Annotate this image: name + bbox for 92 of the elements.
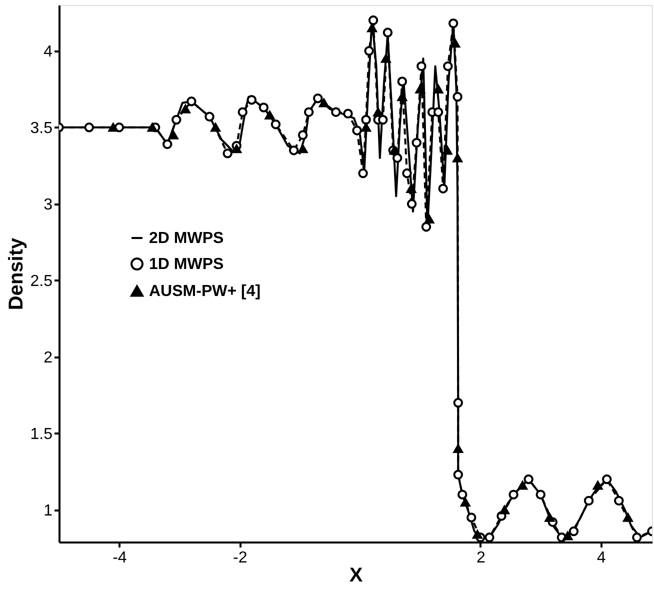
x-tick-label: 4 xyxy=(596,550,606,566)
point xyxy=(562,532,573,540)
point xyxy=(352,126,362,136)
point xyxy=(313,93,323,104)
point xyxy=(632,532,642,542)
point xyxy=(424,214,434,224)
point xyxy=(500,506,510,514)
point xyxy=(378,114,388,125)
y-tick-label: 1.5 xyxy=(30,426,53,443)
point xyxy=(319,98,329,108)
point xyxy=(402,168,412,178)
point xyxy=(381,54,391,63)
point xyxy=(168,130,178,140)
point xyxy=(433,84,444,94)
point xyxy=(382,28,393,38)
point xyxy=(222,148,232,158)
point xyxy=(172,114,182,125)
point xyxy=(270,119,281,130)
point xyxy=(438,184,448,194)
point xyxy=(108,123,118,132)
point xyxy=(614,496,624,506)
point xyxy=(584,496,594,506)
point xyxy=(518,481,528,490)
point xyxy=(186,96,196,106)
point xyxy=(358,168,368,178)
point xyxy=(364,46,374,56)
point xyxy=(368,15,378,26)
point xyxy=(264,110,275,120)
point xyxy=(258,102,269,112)
point xyxy=(443,61,453,72)
x-tick-label: -2 xyxy=(232,550,248,566)
point xyxy=(602,474,612,484)
point xyxy=(162,139,172,150)
point xyxy=(484,532,494,542)
point xyxy=(472,530,482,539)
point xyxy=(204,112,214,122)
point xyxy=(460,498,470,507)
point xyxy=(442,146,452,155)
point xyxy=(343,108,353,118)
point xyxy=(392,153,402,163)
point xyxy=(406,184,416,193)
point xyxy=(508,490,518,500)
point xyxy=(452,92,462,102)
point xyxy=(592,481,603,490)
y-tick-label: 4 xyxy=(44,43,53,60)
point xyxy=(416,61,426,72)
point xyxy=(421,222,432,232)
y-tick-label: 3 xyxy=(44,196,53,214)
x-axis-title: X xyxy=(349,564,364,586)
point xyxy=(84,122,94,132)
point xyxy=(147,123,158,132)
point xyxy=(180,104,190,114)
point xyxy=(361,123,371,132)
point xyxy=(406,199,417,209)
point xyxy=(453,398,464,408)
point xyxy=(238,107,248,117)
point xyxy=(453,444,464,454)
point xyxy=(415,84,426,94)
point xyxy=(536,490,546,500)
legend-label: AUSM-PW+ [4] xyxy=(149,283,261,300)
legend-label: 2D MWPS xyxy=(149,230,224,247)
y-tick-label: 1 xyxy=(44,502,53,520)
point xyxy=(457,490,468,500)
point xyxy=(298,130,308,140)
y-tick-label: 2 xyxy=(44,349,53,366)
point xyxy=(367,24,377,32)
point xyxy=(361,114,371,125)
point xyxy=(397,76,408,86)
point xyxy=(373,108,383,116)
point xyxy=(304,107,314,117)
point xyxy=(544,513,555,522)
point xyxy=(232,144,242,154)
y-tick-label: 2.5 xyxy=(30,272,53,290)
point xyxy=(453,470,464,480)
point xyxy=(412,138,422,148)
legend-label: 1D MWPS xyxy=(149,256,224,273)
x-tick-label: -4 xyxy=(112,550,127,566)
point xyxy=(623,513,633,522)
x-tick-label: 2 xyxy=(476,550,486,566)
point xyxy=(210,123,220,132)
point xyxy=(466,512,476,522)
point xyxy=(246,94,257,105)
point xyxy=(288,145,299,156)
point xyxy=(298,144,308,154)
point xyxy=(448,18,458,28)
point xyxy=(568,526,579,536)
point xyxy=(452,154,462,162)
y-axis-title: Density xyxy=(5,237,28,310)
y-tick-label: 3.5 xyxy=(30,120,53,137)
point xyxy=(331,107,341,117)
point xyxy=(433,107,444,117)
point xyxy=(524,474,534,484)
